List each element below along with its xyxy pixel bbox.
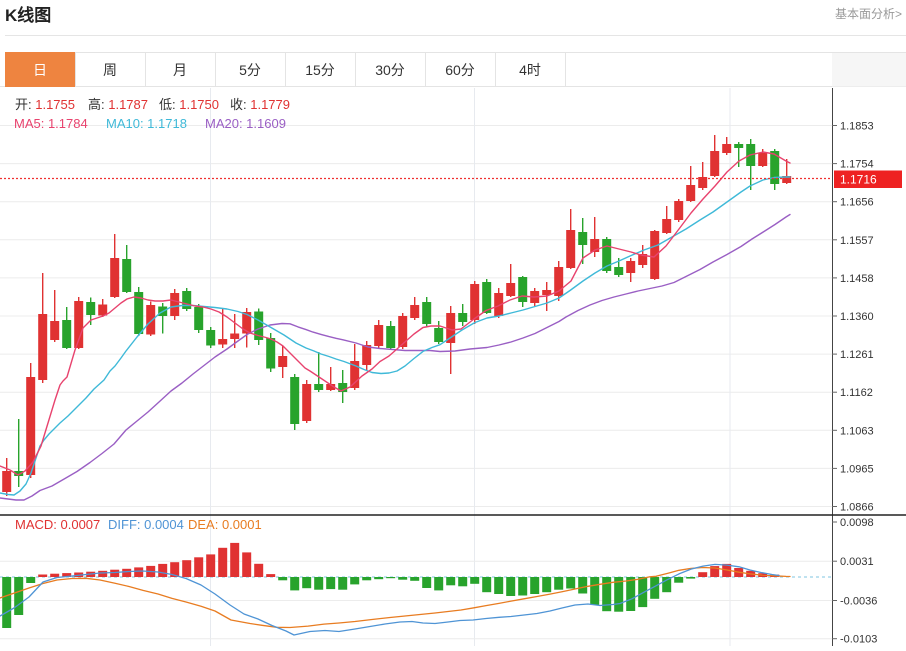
svg-text:月: 月 bbox=[173, 62, 187, 78]
svg-text:15分: 15分 bbox=[305, 62, 335, 78]
svg-text:高: 1.1787: 高: 1.1787 bbox=[88, 97, 148, 112]
svg-text:低: 1.1750: 低: 1.1750 bbox=[159, 97, 219, 112]
svg-text:60分: 60分 bbox=[445, 62, 475, 78]
svg-text:1.1458: 1.1458 bbox=[840, 273, 874, 285]
svg-text:DIFF: 0.0004: DIFF: 0.0004 bbox=[108, 517, 184, 532]
svg-text:5分: 5分 bbox=[239, 62, 261, 78]
svg-text:0.0098: 0.0098 bbox=[840, 517, 874, 529]
svg-text:4时: 4时 bbox=[519, 62, 541, 78]
svg-text:1.1557: 1.1557 bbox=[840, 235, 874, 247]
svg-text:1.1162: 1.1162 bbox=[840, 387, 873, 399]
svg-text:K线图: K线图 bbox=[5, 5, 51, 25]
svg-text:DEA: 0.0001: DEA: 0.0001 bbox=[188, 517, 262, 532]
svg-text:日: 日 bbox=[33, 62, 47, 78]
svg-text:1.1360: 1.1360 bbox=[840, 311, 874, 323]
svg-text:30分: 30分 bbox=[375, 62, 405, 78]
svg-text:MA20: 1.1609: MA20: 1.1609 bbox=[205, 116, 286, 131]
svg-text:开: 1.1755: 开: 1.1755 bbox=[15, 97, 75, 112]
svg-text:-0.0103: -0.0103 bbox=[840, 634, 877, 646]
svg-text:0.0031: 0.0031 bbox=[840, 556, 874, 568]
svg-text:MA10: 1.1718: MA10: 1.1718 bbox=[106, 116, 187, 131]
svg-text:1.1853: 1.1853 bbox=[840, 121, 874, 133]
svg-text:MA5: 1.1784: MA5: 1.1784 bbox=[14, 116, 88, 131]
svg-text:MACD: 0.0007: MACD: 0.0007 bbox=[15, 517, 100, 532]
svg-text:1.1656: 1.1656 bbox=[840, 197, 874, 209]
svg-text:1.1754: 1.1754 bbox=[840, 159, 874, 171]
svg-text:1.0965: 1.0965 bbox=[840, 463, 874, 475]
svg-text:1.1063: 1.1063 bbox=[840, 425, 874, 437]
svg-text:周: 周 bbox=[103, 62, 117, 78]
svg-text:基本面分析>: 基本面分析> bbox=[835, 7, 902, 21]
svg-text:1.1716: 1.1716 bbox=[840, 173, 877, 187]
svg-text:1.1261: 1.1261 bbox=[840, 349, 874, 361]
svg-text:收: 1.1779: 收: 1.1779 bbox=[230, 97, 290, 112]
svg-text:1.0866: 1.0866 bbox=[840, 502, 874, 514]
svg-text:-0.0036: -0.0036 bbox=[840, 596, 877, 608]
